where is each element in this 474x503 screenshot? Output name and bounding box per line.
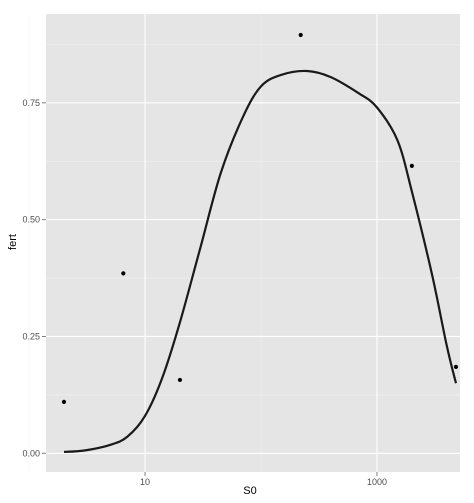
data-points (61, 32, 459, 404)
y-axis-ticks: 0.00 0.25 0.50 0.75 (22, 98, 46, 458)
data-point (453, 364, 459, 369)
x-axis-ticks: 10 1000 (140, 472, 387, 487)
y-tick-label: 0.75 (22, 98, 40, 108)
data-point (177, 377, 183, 383)
major-gridlines (46, 14, 460, 472)
smoothed-trend-line (63, 69, 458, 453)
y-tick-label: 0.50 (22, 215, 40, 225)
data-point (409, 163, 414, 168)
y-tick-label: 0.25 (22, 331, 40, 341)
x-tick-label: 1000 (367, 477, 387, 487)
y-axis-title: fert (7, 234, 19, 250)
plot-panel (46, 14, 460, 472)
data-point (298, 32, 303, 38)
x-axis-title: S0 (243, 485, 256, 497)
data-point (61, 399, 67, 404)
data-point (121, 271, 126, 276)
y-tick-label: 0.00 (22, 448, 40, 458)
x-tick-label: 10 (140, 477, 150, 487)
minor-gridlines (28, 14, 460, 472)
